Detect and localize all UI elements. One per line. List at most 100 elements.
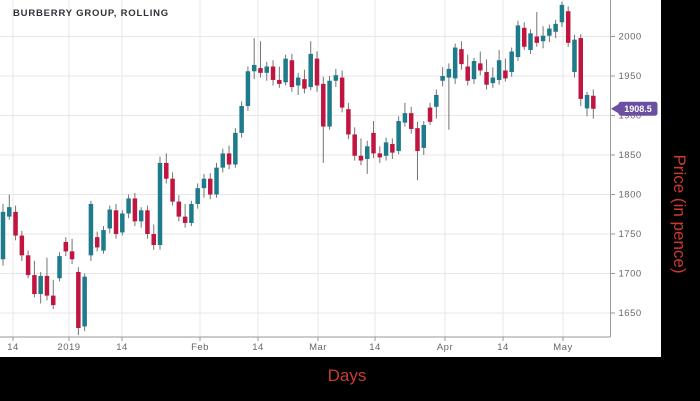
candlestick[interactable] xyxy=(214,162,219,198)
candlestick[interactable] xyxy=(270,60,276,86)
candlestick[interactable] xyxy=(308,41,313,91)
candlestick[interactable] xyxy=(13,205,18,241)
candlestick[interactable] xyxy=(226,145,232,170)
candlestick[interactable] xyxy=(302,69,307,94)
candlestick[interactable] xyxy=(182,203,188,228)
candlestick[interactable] xyxy=(195,183,200,209)
candlestick[interactable] xyxy=(553,19,558,39)
candlestick[interactable] xyxy=(559,1,565,28)
candlestick[interactable] xyxy=(157,156,163,250)
candlestick-plot[interactable]: 14 2019 14 Feb 14 Mar 14 Apr 14 May 2000 1950 1900 18… xyxy=(0,0,661,357)
candlestick[interactable] xyxy=(176,195,182,222)
candlestick[interactable] xyxy=(57,252,62,282)
candlestick[interactable] xyxy=(120,210,125,236)
candlestick[interactable] xyxy=(151,224,156,250)
candlestick[interactable] xyxy=(446,63,452,130)
candlestick[interactable] xyxy=(32,260,37,298)
candlestick[interactable] xyxy=(69,238,75,265)
candlestick[interactable] xyxy=(521,22,527,50)
candlestick[interactable] xyxy=(321,76,326,163)
candlestick[interactable] xyxy=(421,121,427,155)
candlestick[interactable] xyxy=(7,194,12,220)
y-axis-label: Price (in pence) xyxy=(670,154,689,274)
candlestick[interactable] xyxy=(547,24,552,43)
x-tick-label: 14 xyxy=(252,342,264,353)
candlestick[interactable] xyxy=(440,67,445,87)
candlestick[interactable] xyxy=(540,26,546,49)
candlestick[interactable] xyxy=(339,70,345,113)
candlestick[interactable] xyxy=(50,279,56,310)
candlestick[interactable] xyxy=(132,192,138,227)
candlestick[interactable] xyxy=(591,89,596,119)
candlestick[interactable] xyxy=(503,58,508,82)
candlestick[interactable] xyxy=(314,51,320,92)
candlestick[interactable] xyxy=(113,203,119,239)
candlestick[interactable] xyxy=(0,203,6,266)
candlestick[interactable] xyxy=(459,41,464,70)
candlestick[interactable] xyxy=(390,138,395,159)
candlestick[interactable] xyxy=(126,194,131,219)
candlestick[interactable] xyxy=(233,128,238,168)
candlestick[interactable] xyxy=(145,205,150,239)
candlestick[interactable] xyxy=(465,54,470,86)
candlestick[interactable] xyxy=(264,61,270,81)
candlestick[interactable] xyxy=(25,250,31,279)
candles-series xyxy=(0,1,596,336)
candlestick[interactable] xyxy=(295,72,301,95)
candlestick[interactable] xyxy=(327,76,332,130)
candlestick[interactable] xyxy=(19,230,25,261)
candlestick[interactable] xyxy=(427,102,433,125)
candlestick[interactable] xyxy=(565,6,571,47)
candlestick[interactable] xyxy=(478,51,483,76)
candlestick[interactable] xyxy=(76,267,81,336)
candlestick[interactable] xyxy=(402,102,408,127)
candlestick[interactable] xyxy=(258,41,263,78)
candlestick[interactable] xyxy=(534,12,540,47)
candlestick[interactable] xyxy=(578,34,584,107)
candlestick[interactable] xyxy=(415,121,420,181)
candlestick[interactable] xyxy=(289,53,295,92)
candlestick[interactable] xyxy=(490,67,496,88)
candlestick[interactable] xyxy=(371,121,376,159)
candlestick[interactable] xyxy=(509,47,514,77)
x-tick-label: 14 xyxy=(369,342,381,353)
candlestick[interactable] xyxy=(170,172,175,206)
candlestick[interactable] xyxy=(377,146,383,163)
candlestick[interactable] xyxy=(207,173,213,200)
candlestick[interactable] xyxy=(189,200,194,227)
candlestick[interactable] xyxy=(88,200,94,261)
candlestick[interactable] xyxy=(101,226,106,254)
candlestick[interactable] xyxy=(138,207,144,228)
candlestick[interactable] xyxy=(107,205,113,234)
candlestick[interactable] xyxy=(396,116,401,155)
candlestick[interactable] xyxy=(346,102,351,140)
candlestick[interactable] xyxy=(484,59,489,90)
candlestick[interactable] xyxy=(383,137,389,161)
candlestick[interactable] xyxy=(283,54,288,86)
candlestick[interactable] xyxy=(239,101,244,138)
candlestick[interactable] xyxy=(44,257,50,301)
candlestick[interactable] xyxy=(220,148,226,173)
candlestick[interactable] xyxy=(94,231,100,252)
candlestick[interactable] xyxy=(82,273,87,332)
candlestick[interactable] xyxy=(63,237,69,257)
candlestick[interactable] xyxy=(245,66,251,111)
candlestick[interactable] xyxy=(572,34,577,78)
candlestick[interactable] xyxy=(496,49,502,85)
candlestick[interactable] xyxy=(364,140,370,174)
candlestick[interactable] xyxy=(277,66,282,88)
candlestick[interactable] xyxy=(408,106,414,134)
candlestick[interactable] xyxy=(515,20,521,61)
candlestick[interactable] xyxy=(358,138,364,166)
candlestick[interactable] xyxy=(38,271,43,304)
candlestick[interactable] xyxy=(584,91,590,117)
candlestick[interactable] xyxy=(528,29,533,54)
candlestick[interactable] xyxy=(333,68,339,88)
candlestick[interactable] xyxy=(352,127,357,161)
candlestick[interactable] xyxy=(452,43,458,84)
candlestick[interactable] xyxy=(434,89,439,119)
candlestick[interactable] xyxy=(251,38,257,80)
candlestick[interactable] xyxy=(164,153,169,184)
candlestick[interactable] xyxy=(471,57,477,84)
candlestick[interactable] xyxy=(201,173,207,198)
